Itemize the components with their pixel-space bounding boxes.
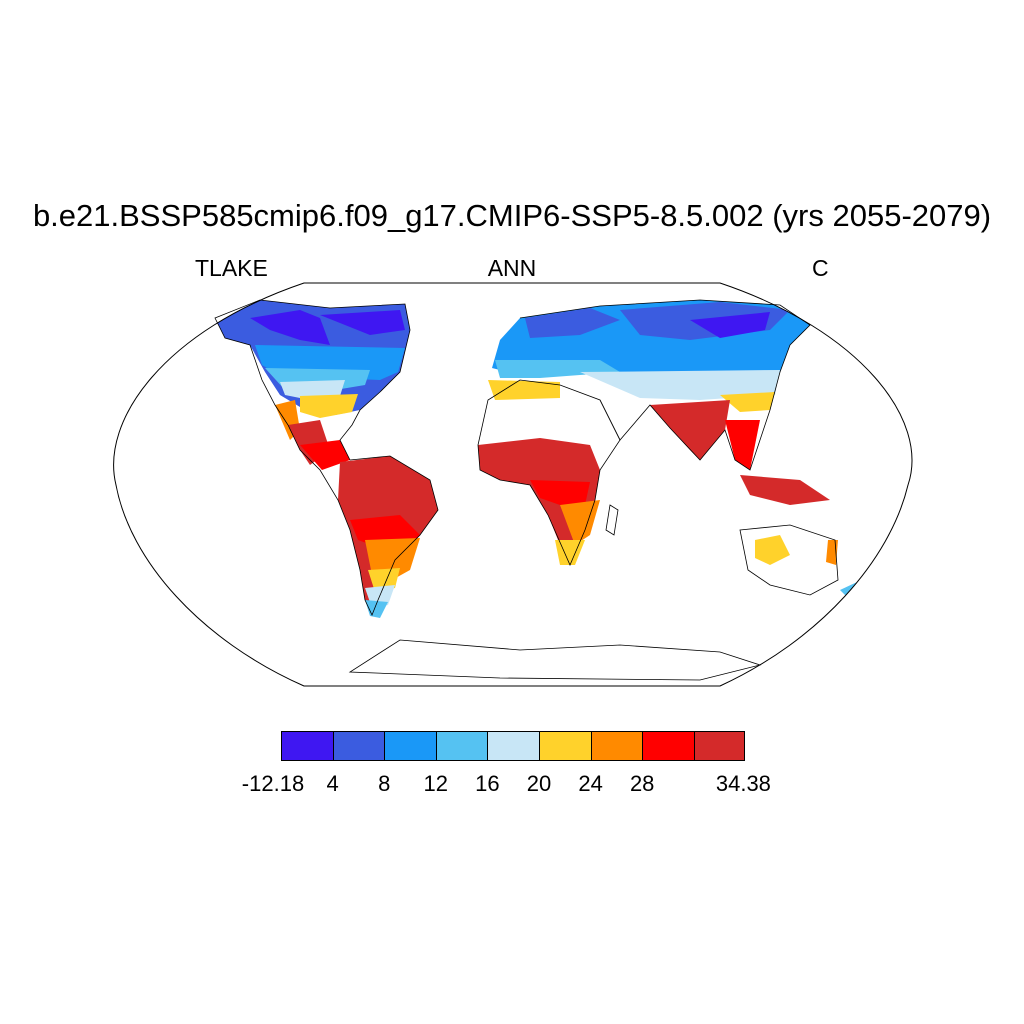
colorbar-swatch: [487, 731, 539, 761]
colorbar-swatch: [435, 731, 488, 761]
colorbar-tick-label: 20: [526, 771, 552, 796]
colorbar-tick-label: -12.18: [241, 771, 305, 796]
colorbar-swatch: [590, 731, 643, 761]
colorbar-swatch: [538, 731, 591, 761]
colorbar-tick-label: 16: [475, 771, 500, 796]
colorbar-swatch: [281, 731, 333, 761]
colorbar-tick-label: 8: [378, 771, 391, 796]
colorbar: [281, 731, 746, 761]
plot-title: b.e21.BSSP585cmip6.f09_g17.CMIP6-SSP5-8.…: [32, 198, 992, 233]
colorbar-swatch: [332, 731, 385, 761]
colorbar-tick-label: 34.38: [715, 771, 771, 796]
colorbar-swatch: [642, 731, 694, 761]
map-border: [113, 282, 913, 687]
colorbar-tick-label: 4: [326, 771, 339, 796]
season-label: ANN: [487, 255, 537, 281]
variable-label: TLAKE: [195, 255, 268, 281]
coastlines: [214, 299, 839, 681]
colorbar-swatch: [693, 731, 746, 761]
units-label: C: [812, 255, 829, 281]
colorbar-swatch: [384, 731, 436, 761]
colorbar-tick-label: 24: [578, 771, 603, 796]
lake-temperature-field: [215, 300, 878, 618]
colorbar-tick-label: 12: [423, 771, 449, 796]
colorbar-tick-label: 28: [629, 771, 655, 796]
